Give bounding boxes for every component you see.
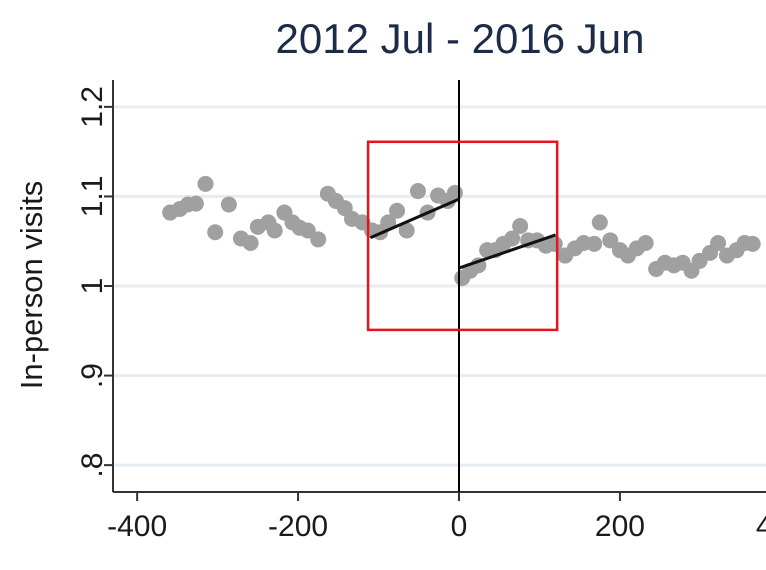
x-tick-label: 200 [595,510,645,543]
scatter-point [504,230,521,247]
scatter-point [398,222,415,239]
x-tick-label: -400 [107,510,167,543]
scatter-point [197,175,214,192]
x-tick-label: -200 [268,510,328,543]
scatter-point [744,235,761,252]
scatter-point [220,196,237,213]
scatter-point [591,214,608,231]
highlight-box [366,140,559,332]
y-tick-label: 1.1 [76,176,109,218]
scatter-point [380,214,397,231]
scatter-point [546,235,563,252]
y-axis-label: In-person visits [14,181,49,389]
y-tick-label: .8 [76,453,109,478]
scatter-point [637,235,654,252]
scatter-point [242,235,259,252]
scatter-point [512,217,529,234]
x-tick-label: 400 [756,510,766,543]
scatter-point [602,232,619,249]
scatter-point [299,222,316,239]
scatter-point [389,202,406,219]
scatter-point [207,224,224,241]
x-tick-label: 0 [451,510,468,543]
chart-title: 2012 Jul - 2016 Jun [276,15,645,62]
fit-line [458,233,557,270]
scatter-point [586,235,603,252]
y-tick-label: .9 [76,363,109,388]
y-tick-label: 1.2 [76,86,109,128]
fit-line [369,197,460,240]
scatter-point [446,184,463,201]
scatter-point [187,195,204,212]
y-tick-label: 1 [76,278,109,295]
scatter-point [266,222,283,239]
scatter-point [409,183,426,200]
scatter-point [310,231,327,248]
scatter-point [710,235,727,252]
